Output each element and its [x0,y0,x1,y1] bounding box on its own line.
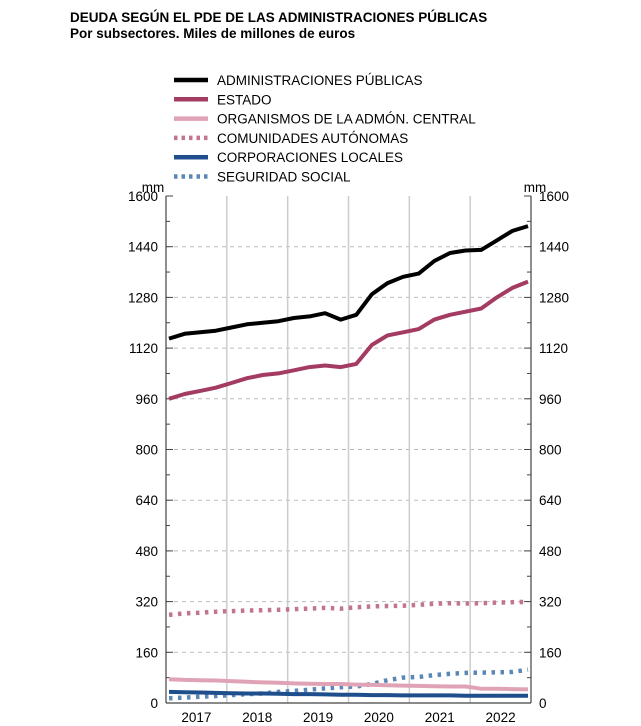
legend-label: ADMINISTRACIONES PÚBLICAS [217,73,423,88]
legend-label: ESTADO [217,92,272,107]
y-tick-label-right: 640 [539,493,562,508]
y-tick-label-right: 1440 [539,240,569,255]
y-tick-label-left: 1600 [128,189,158,204]
y-tick-label-left: 160 [135,645,158,660]
y-tick-label-left: 320 [135,595,158,610]
y-tick-label-right: 0 [539,696,547,711]
x-tick-label: 2022 [486,710,516,725]
y-tick-label-left: 1440 [128,240,158,255]
y-tick-label-left: 960 [135,392,158,407]
x-tick-label: 2017 [181,710,211,725]
y-tick-label-right: 160 [539,645,562,660]
y-tick-label-left: 0 [150,696,158,711]
y-tick-label-right: 480 [539,544,562,559]
series-line [168,279,529,401]
y-tick-label-right: 1600 [539,189,569,204]
y-tick-label-left: 640 [135,493,158,508]
x-tick-label: 2018 [242,710,272,725]
y-tick-label-right: 1120 [539,341,568,356]
legend-label: COMUNIDADES AUTÓNOMAS [217,131,408,146]
y-tick-label-right: 960 [539,392,562,407]
y-tick-label-right: 320 [539,595,562,610]
y-tick-label-left: 1120 [129,341,158,356]
series-line [168,677,529,692]
legend-label: SEGURIDAD SOCIAL [217,170,351,185]
y-tick-label-right: 800 [539,443,562,458]
y-tick-label-left: 480 [135,544,158,559]
y-unit-left: mm [142,180,165,195]
y-unit-right: mm [524,180,547,195]
y-tick-label-left: 800 [135,443,158,458]
y-tick-label-right: 1280 [539,290,569,305]
series-line [168,689,528,698]
y-tick-label-left: 1280 [128,290,158,305]
chart-title: DEUDA SEGÚN EL PDE DE LAS ADMINISTRACION… [70,10,488,25]
x-tick-label: 2021 [425,710,455,725]
legend-label: CORPORACIONES LOCALES [217,150,403,165]
chart-subtitle: Por subsectores. Miles de millones de eu… [70,26,356,41]
series-line [168,599,529,618]
series-line [168,224,529,341]
x-tick-label: 2020 [364,710,394,725]
legend-label: ORGANISMOS DE LA ADMÓN. CENTRAL [217,112,476,127]
x-tick-label: 2019 [303,710,333,725]
